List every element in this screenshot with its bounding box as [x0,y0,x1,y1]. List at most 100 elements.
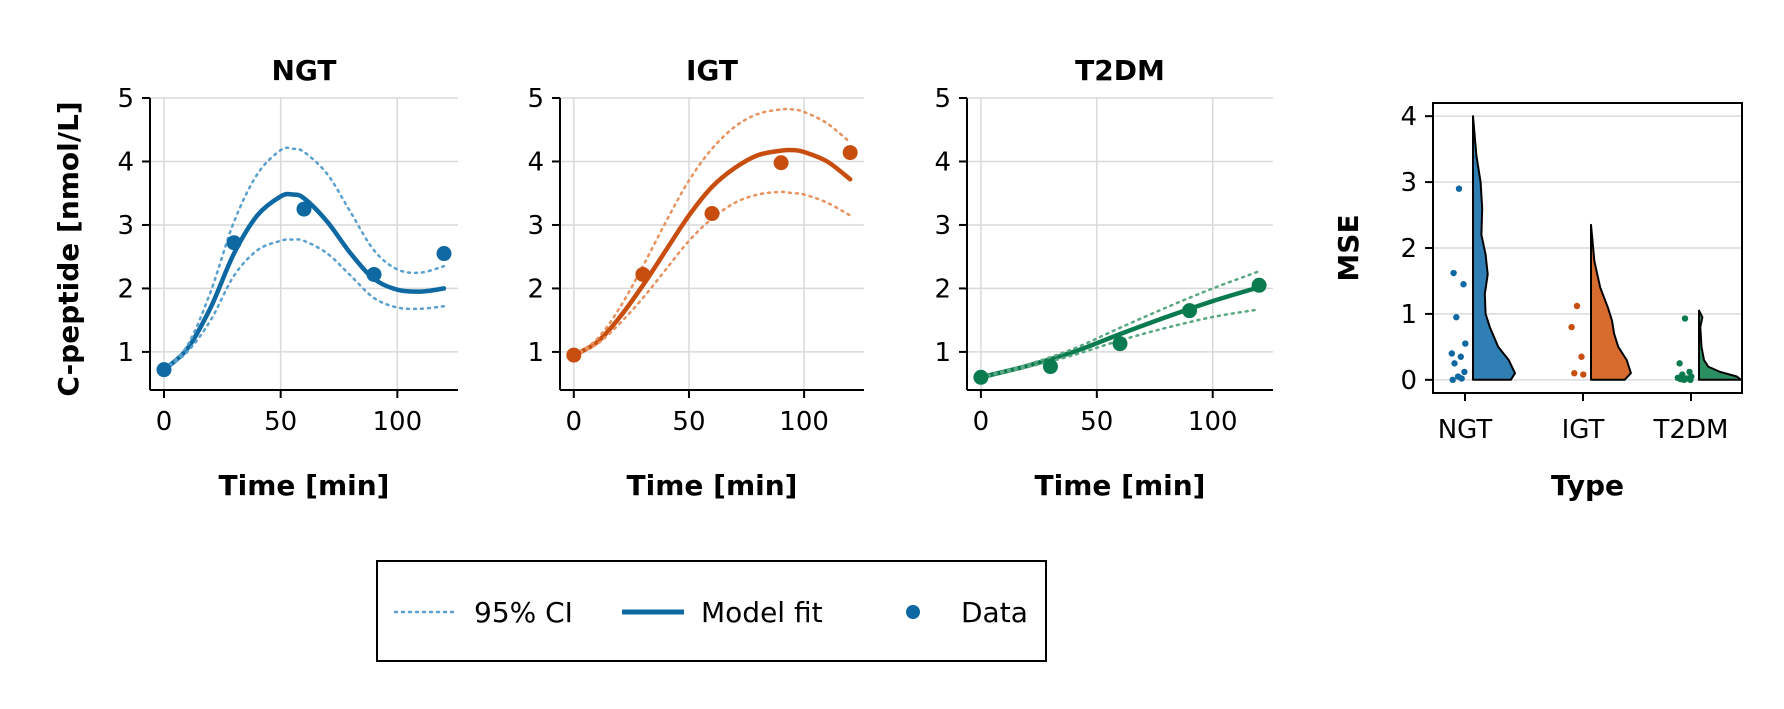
data-point [773,155,789,171]
mse-point [1455,185,1463,192]
data-point [1112,336,1128,352]
x-tick-label: 100 [779,407,829,437]
data-point [226,235,242,251]
ci-line [572,107,852,357]
data-point [566,347,582,363]
mse-point [1453,314,1460,321]
legend-frame [376,560,1047,662]
mse-point [1680,376,1688,384]
ci-line [979,308,1261,379]
y-tick-label: 2 [1400,234,1417,264]
legend-data-marker [906,605,920,619]
x-tick-label: T2DM [1653,415,1729,445]
data-point [842,145,858,161]
data-point [1251,277,1267,293]
y-axis-label: MSE [1332,214,1365,281]
mse-point [1676,360,1683,367]
panel-title: IGT [686,54,738,87]
mse-point [1457,353,1465,360]
data-point [366,266,382,282]
y-tick-label: 4 [527,147,544,177]
mse-point [1449,376,1456,384]
y-tick-label: 2 [934,274,951,304]
y-tick-label: 5 [117,84,134,114]
mse-point [1580,371,1587,378]
ci-line [979,270,1261,379]
y-tick-label: 0 [1400,366,1417,396]
mse-point [1448,350,1456,357]
model-fit-line [978,284,1262,380]
y-axis-label: C-peptide [nmol/L] [52,101,85,396]
y-tick-label: 1 [1400,300,1417,330]
mse-point [1687,376,1694,384]
data-point [704,206,720,222]
mse-point [1451,360,1458,367]
y-tick-label: 1 [527,338,544,368]
x-axis-label: Time [min] [627,469,798,502]
legend: 95% CI Model fit Data [376,560,1047,662]
mse-point [1578,353,1585,360]
legend-ci-label: 95% CI [474,596,573,629]
mse-point [1573,302,1581,310]
y-tick-label: 2 [527,274,544,304]
data-point [635,266,651,282]
y-tick-label: 5 [527,84,544,114]
x-tick-label: 50 [1080,407,1113,437]
violin-ngt [1472,115,1516,381]
x-tick-label: 0 [156,407,173,437]
mse-point [1461,368,1468,376]
y-tick-label: 4 [1400,102,1417,132]
model-fit-line [161,191,447,372]
x-tick-label: 100 [373,407,423,437]
legend-fit-label: Model fit [701,596,823,629]
data-point [1182,303,1198,319]
y-tick-label: 2 [117,274,134,304]
mse-point [1462,340,1469,347]
model-fit-line [571,147,853,358]
y-tick-label: 4 [117,147,134,177]
mse-point [1460,281,1467,288]
x-tick-label: NGT [1438,415,1493,445]
x-axis-label: Time [min] [1035,469,1206,502]
y-tick-label: 1 [117,338,134,368]
x-axis-label: Time [min] [219,469,390,502]
y-tick-label: 5 [934,84,951,114]
y-tick-label: 3 [117,211,134,241]
ci-line [572,190,852,357]
ci-line [162,238,446,371]
violin-igt [1590,223,1632,381]
x-tick-label: 50 [264,407,297,437]
mse-point [1571,370,1578,377]
x-tick-label: 0 [973,407,990,437]
y-tick-label: 4 [934,147,951,177]
data-point [296,201,312,217]
x-tick-label: 50 [672,407,705,437]
panel-title: NGT [271,54,336,87]
mse-point [1450,269,1457,277]
ci-line [162,146,446,371]
legend-data-label: Data [961,596,1028,629]
data-point [973,369,989,385]
data-point [1042,359,1058,375]
mse-point [1568,323,1575,331]
mse-point [1681,315,1689,322]
violin-t2dm [1698,309,1742,381]
x-tick-label: 0 [566,407,583,437]
x-axis-label: Type [1551,469,1624,502]
mse-point [1458,375,1465,382]
data-point [436,246,452,262]
data-point [156,362,172,378]
y-tick-label: 1 [934,338,951,368]
panel-title: T2DM [1075,54,1165,87]
x-tick-label: 100 [1188,407,1238,437]
y-tick-label: 3 [527,211,544,241]
y-tick-label: 3 [1400,168,1417,198]
y-tick-label: 3 [934,211,951,241]
panel-mse-violin: NGT IGT T2DM 0 1 2 3 4 Type MSE [1332,102,1743,502]
x-tick-label: IGT [1562,415,1605,445]
